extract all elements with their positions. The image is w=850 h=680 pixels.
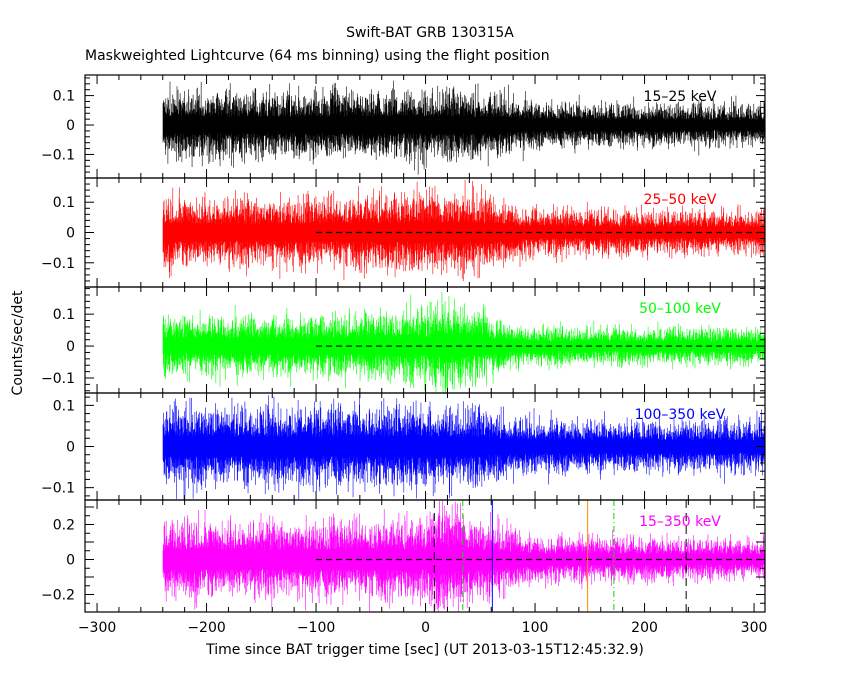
y-tick-label: 0.1 bbox=[53, 307, 75, 323]
chart-title: Swift-BAT GRB 130315A bbox=[346, 25, 514, 41]
x-tick-label: −200 bbox=[187, 620, 225, 636]
x-tick-label: 300 bbox=[741, 620, 768, 636]
y-tick-label: 0.1 bbox=[53, 195, 75, 211]
panel-25-50-kev: 0.1 0 −0.1 25–50 keV bbox=[41, 177, 766, 288]
y-tick-label: 0.1 bbox=[53, 398, 75, 414]
lightcurve-series bbox=[162, 80, 765, 175]
panel-100-350-kev: 0.1 0 −0.1 100–350 keV bbox=[41, 392, 766, 501]
y-tick-label: 0 bbox=[66, 226, 75, 242]
chart-subtitle: Maskweighted Lightcurve (64 ms binning) … bbox=[85, 48, 550, 64]
x-tick-label: 100 bbox=[522, 620, 549, 636]
y-tick-label: 0.2 bbox=[53, 518, 75, 534]
x-axis-label: Time since BAT trigger time [sec] (UT 20… bbox=[205, 642, 644, 658]
x-tick-label: 200 bbox=[631, 620, 658, 636]
panel-15-25-kev: 0.1 0 −0.1 15–25 keV bbox=[41, 74, 766, 179]
panel-15-350-kev: 0.2 0 −0.2 15–350 keV bbox=[41, 499, 766, 613]
y-tick-label: 0 bbox=[66, 118, 75, 134]
y-tick-label: −0.1 bbox=[41, 481, 75, 497]
band-label: 100–350 keV bbox=[635, 407, 726, 423]
band-label: 50–100 keV bbox=[639, 301, 721, 317]
x-tick-label: −100 bbox=[297, 620, 335, 636]
band-label: 15–25 keV bbox=[644, 89, 717, 105]
lightcurve-series bbox=[162, 395, 765, 500]
y-axis-label: Counts/sec/det bbox=[10, 290, 26, 395]
band-label: 15–350 keV bbox=[639, 514, 721, 530]
y-tick-label: 0 bbox=[66, 440, 75, 456]
x-tick-label: −300 bbox=[78, 620, 116, 636]
y-tick-label: −0.1 bbox=[41, 256, 75, 272]
y-tick-label: −0.1 bbox=[41, 371, 75, 387]
panel-50-100-kev: 0.1 0 −0.1 50–100 keV bbox=[41, 286, 766, 394]
band-label: 25–50 keV bbox=[644, 192, 717, 208]
y-tick-label: 0.1 bbox=[53, 89, 75, 105]
y-tick-label: −0.1 bbox=[41, 147, 75, 163]
lightcurve-series bbox=[162, 179, 765, 281]
panel-frame bbox=[84, 499, 766, 613]
x-tick-label: 0 bbox=[421, 620, 430, 636]
y-tick-label: −0.2 bbox=[41, 588, 75, 604]
y-tick-label: 0 bbox=[66, 553, 75, 569]
y-tick-label: 0 bbox=[66, 339, 75, 355]
